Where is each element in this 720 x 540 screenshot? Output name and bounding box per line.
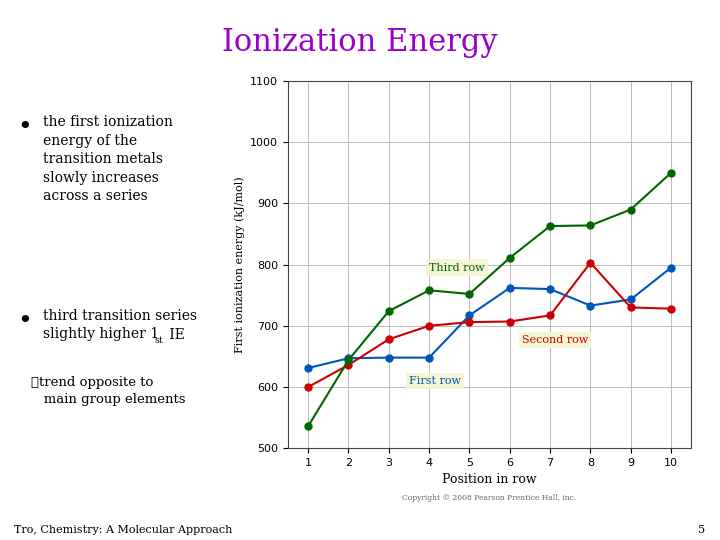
Text: Ionization Energy: Ionization Energy	[222, 27, 498, 58]
Text: Second row: Second row	[522, 335, 588, 345]
X-axis label: Position in row: Position in row	[442, 474, 537, 487]
Text: First row: First row	[409, 376, 461, 386]
Text: •: •	[17, 309, 32, 333]
Text: 5: 5	[698, 524, 706, 535]
Text: Copyright © 2008 Pearson Prentice Hall, inc.: Copyright © 2008 Pearson Prentice Hall, …	[402, 494, 577, 502]
Text: Tro, Chemistry: A Molecular Approach: Tro, Chemistry: A Molecular Approach	[14, 524, 233, 535]
Text: Third row: Third row	[429, 263, 485, 273]
Y-axis label: First ionization energy (kJ/mol): First ionization energy (kJ/mol)	[234, 176, 245, 353]
Text: ✓trend opposite to
   main group elements: ✓trend opposite to main group elements	[30, 376, 185, 407]
Text: •: •	[17, 116, 32, 139]
Text: st: st	[155, 336, 164, 346]
Text: third transition series
slightly higher 1: third transition series slightly higher …	[43, 309, 197, 341]
Text: the first ionization
energy of the
transition metals
slowly increases
across a s: the first ionization energy of the trans…	[43, 116, 174, 203]
Text: IE: IE	[166, 328, 185, 342]
